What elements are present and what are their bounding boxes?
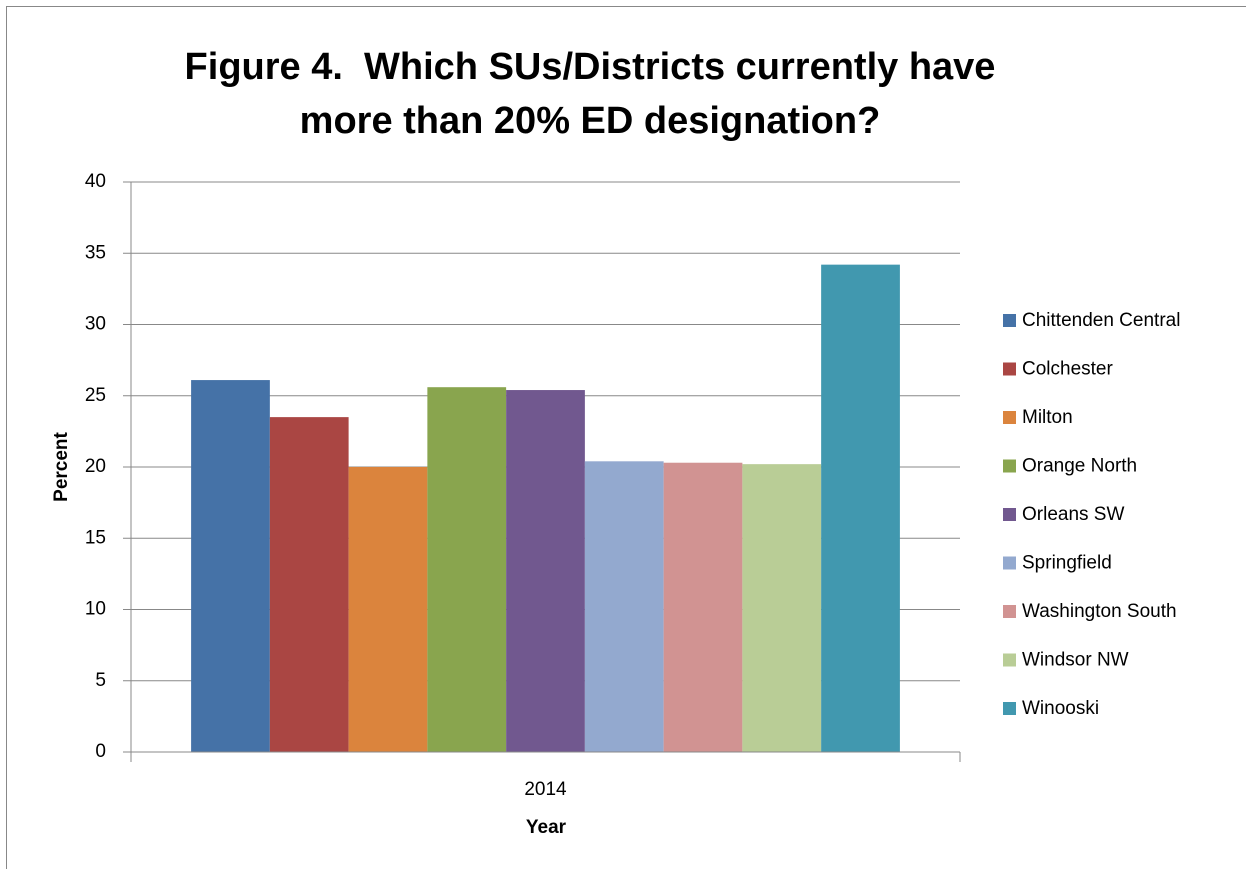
- chart-frame: [6, 6, 1246, 869]
- legend-label: Windsor NW: [1022, 650, 1129, 671]
- legend-swatch: [1003, 362, 1016, 376]
- y-tick-label: 5: [95, 670, 106, 691]
- chart-title: Figure 4. Which SUs/Districts currently …: [184, 46, 996, 142]
- legend-label: Chittenden Central: [1022, 310, 1180, 331]
- bar: [821, 264, 900, 752]
- y-tick-label: 10: [85, 599, 106, 620]
- y-tick-label: 35: [85, 242, 106, 263]
- y-axis-label: Percent: [51, 431, 72, 501]
- legend-label: Milton: [1022, 407, 1073, 428]
- bar: [506, 390, 585, 752]
- y-tick-label: 25: [85, 385, 106, 406]
- bar: [742, 464, 822, 752]
- bar: [269, 417, 349, 752]
- legend-label: Orleans SW: [1022, 504, 1124, 525]
- bar: [427, 387, 507, 752]
- bar: [663, 462, 743, 752]
- legend-label: Colchester: [1022, 359, 1113, 380]
- legend-swatch: [1003, 556, 1016, 570]
- legend-swatch: [1003, 702, 1016, 715]
- y-tick-label: 40: [85, 171, 106, 192]
- bar: [348, 467, 428, 752]
- y-tick-label: 15: [85, 527, 106, 548]
- legend-swatch: [1003, 605, 1016, 618]
- legend-label: Springfield: [1022, 553, 1112, 574]
- legend-swatch: [1003, 314, 1016, 327]
- bar: [191, 380, 270, 752]
- legend-swatch: [1003, 459, 1016, 473]
- x-tick-label: 2014: [524, 779, 567, 800]
- y-tick-label: 0: [95, 741, 106, 762]
- legend-swatch: [1003, 653, 1016, 667]
- y-tick-label: 30: [85, 314, 106, 335]
- y-tick-label: 20: [85, 456, 106, 477]
- legend-swatch: [1003, 508, 1016, 521]
- bar: [584, 461, 664, 752]
- legend-swatch: [1003, 411, 1016, 424]
- legend-label: Washington South: [1022, 601, 1177, 622]
- legend-label: Winooski: [1022, 698, 1099, 719]
- legend-label: Orange North: [1022, 456, 1137, 477]
- x-axis-label: Year: [526, 817, 567, 838]
